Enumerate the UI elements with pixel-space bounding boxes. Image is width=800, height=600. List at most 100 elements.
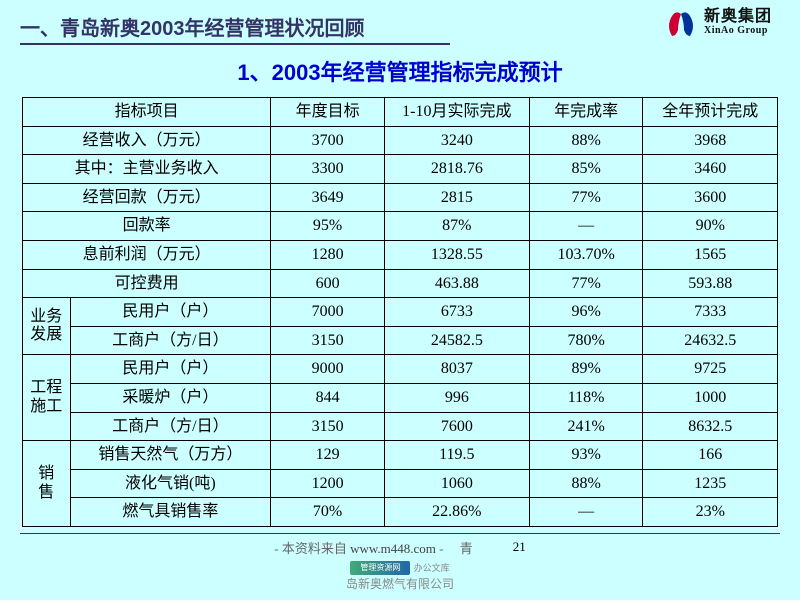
cell-target: 3649 [271, 183, 385, 212]
slide-footer: - 本资料来自 www.m448.com - 青 21 管理资源网 办公文库 岛… [0, 533, 800, 592]
cell-item: 其中：主营业务收入 [23, 155, 271, 184]
table-row: 可控费用600463.8877%593.88 [23, 269, 778, 298]
col-header-actual: 1-10月实际完成 [384, 98, 529, 127]
cell-item: 工商户（方/日） [70, 326, 271, 355]
cell-target: 1280 [271, 240, 385, 269]
footer-company: 岛新奥燃气有限公司 [0, 575, 800, 592]
cell-target: 600 [271, 269, 385, 298]
footer-right-text: 青 [460, 541, 473, 556]
logo-text: 新奥集团 XinAo Group [704, 9, 772, 36]
cell-forecast: 7333 [643, 298, 778, 327]
section-text: 青岛新奥2003年经营管理状况回顾 [60, 18, 365, 40]
cell-actual: 1328.55 [384, 240, 529, 269]
cell-actual: 8037 [384, 355, 529, 384]
table-row: 销售销售天然气（万方）129119.593%166 [23, 441, 778, 470]
cell-forecast: 166 [643, 441, 778, 470]
footer-link: www.m448.com [350, 541, 436, 556]
footer-source: - 本资料来自 www.m448.com - 青 [274, 538, 473, 557]
table-row: 采暖炉（户）844996118%1000 [23, 383, 778, 412]
cell-target: 7000 [271, 298, 385, 327]
cell-rate: 780% [529, 326, 643, 355]
cell-actual: 24582.5 [384, 326, 529, 355]
cell-rate: 85% [529, 155, 643, 184]
cell-target: 844 [271, 383, 385, 412]
cell-target: 129 [271, 441, 385, 470]
cell-rate: 241% [529, 412, 643, 441]
footer-badge-icon: 管理资源网 [350, 561, 410, 575]
cell-forecast: 1565 [643, 240, 778, 269]
cell-target: 95% [271, 212, 385, 241]
cell-target: 3300 [271, 155, 385, 184]
cell-actual: 7600 [384, 412, 529, 441]
cell-target: 3150 [271, 326, 385, 355]
category-cell: 业务发展 [23, 298, 71, 355]
cell-rate: 96% [529, 298, 643, 327]
cell-forecast: 3460 [643, 155, 778, 184]
cell-actual: 996 [384, 383, 529, 412]
cell-forecast: 23% [643, 498, 778, 527]
cell-actual: 87% [384, 212, 529, 241]
cell-item: 燃气具销售率 [70, 498, 271, 527]
page-number: 21 [513, 539, 526, 555]
logo-cn: 新奥集团 [704, 9, 772, 26]
footer-badge-sub: 办公文库 [414, 563, 450, 573]
section-prefix: 一、 [20, 18, 60, 40]
col-header-rate: 年完成率 [529, 98, 643, 127]
cell-rate: 103.70% [529, 240, 643, 269]
col-header-target: 年度目标 [271, 98, 385, 127]
cell-actual: 22.86% [384, 498, 529, 527]
category-cell: 销售 [23, 441, 71, 527]
cell-actual: 1060 [384, 469, 529, 498]
table-row: 经营回款（万元）3649281577%3600 [23, 183, 778, 212]
cell-forecast: 593.88 [643, 269, 778, 298]
cell-actual: 2815 [384, 183, 529, 212]
cell-rate: 88% [529, 469, 643, 498]
cell-forecast: 3968 [643, 126, 778, 155]
table-row: 业务发展民用户（户）7000673396%7333 [23, 298, 778, 327]
cell-item: 可控费用 [23, 269, 271, 298]
logo-en: XinAo Group [704, 26, 772, 37]
table-row: 燃气具销售率70%22.86%—23% [23, 498, 778, 527]
table-row: 回款率95%87%—90% [23, 212, 778, 241]
table-row: 液化气销(吨)1200106088%1235 [23, 469, 778, 498]
cell-forecast: 8632.5 [643, 412, 778, 441]
cell-item: 采暖炉（户） [70, 383, 271, 412]
cell-item: 回款率 [23, 212, 271, 241]
cell-target: 9000 [271, 355, 385, 384]
cell-actual: 6733 [384, 298, 529, 327]
table-row: 工商户（方/日）31507600241%8632.5 [23, 412, 778, 441]
cell-item: 民用户（户） [70, 355, 271, 384]
category-cell: 工程施工 [23, 355, 71, 441]
cell-rate: — [529, 212, 643, 241]
cell-forecast: 90% [643, 212, 778, 241]
cell-forecast: 1000 [643, 383, 778, 412]
table-row: 工程施工民用户（户）9000803789%9725 [23, 355, 778, 384]
cell-rate: — [529, 498, 643, 527]
cell-forecast: 1235 [643, 469, 778, 498]
slide-header: 一、青岛新奥2003年经营管理状况回顾 新奥集团 XinAo Group [0, 0, 800, 49]
cell-actual: 2818.76 [384, 155, 529, 184]
cell-rate: 77% [529, 183, 643, 212]
footer-divider [20, 533, 780, 534]
cell-target: 3150 [271, 412, 385, 441]
cell-forecast: 24632.5 [643, 326, 778, 355]
cell-item: 销售天然气（万方） [70, 441, 271, 470]
title-underline [20, 43, 450, 45]
cell-actual: 463.88 [384, 269, 529, 298]
col-header-forecast: 全年预计完成 [643, 98, 778, 127]
cell-forecast: 3600 [643, 183, 778, 212]
cell-rate: 93% [529, 441, 643, 470]
cell-forecast: 9725 [643, 355, 778, 384]
table-row: 息前利润（万元）12801328.55103.70%1565 [23, 240, 778, 269]
cell-item: 液化气销(吨) [70, 469, 271, 498]
cell-rate: 77% [529, 269, 643, 298]
cell-rate: 88% [529, 126, 643, 155]
table-row: 经营收入（万元）3700324088%3968 [23, 126, 778, 155]
cell-item: 经营回款（万元） [23, 183, 271, 212]
table-row: 工商户（方/日）315024582.5780%24632.5 [23, 326, 778, 355]
cell-target: 1200 [271, 469, 385, 498]
logo-icon [664, 8, 698, 38]
cell-item: 民用户（户） [70, 298, 271, 327]
col-header-item: 指标项目 [23, 98, 271, 127]
slide-subtitle: 1、2003年经营管理指标完成预计 [0, 55, 800, 87]
